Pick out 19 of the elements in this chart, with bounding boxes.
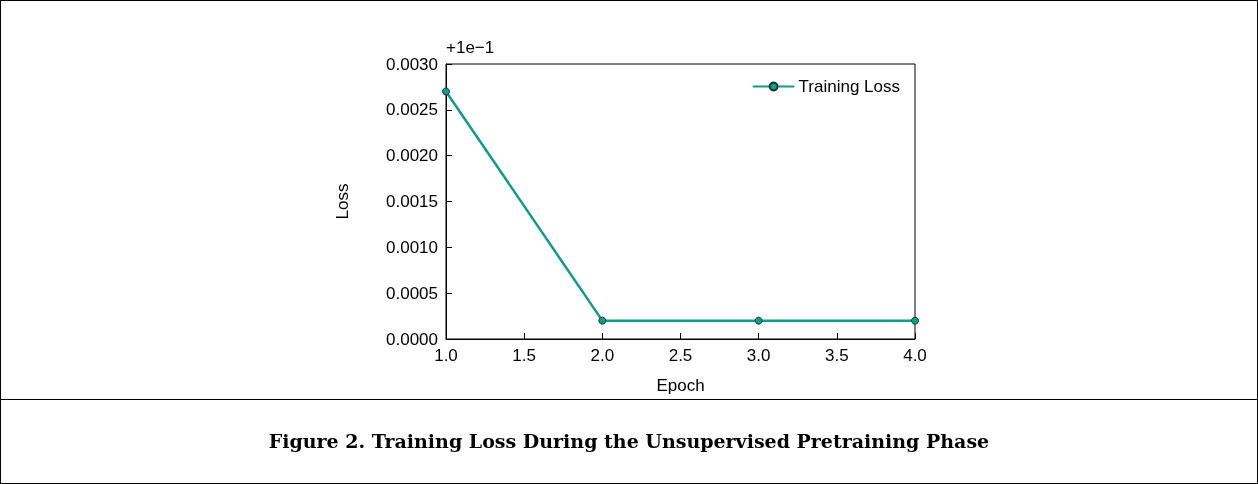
y-tick-label: 0.0015 [386, 192, 438, 211]
x-tick-label: 2.5 [668, 346, 693, 365]
y-axis-title: Loss [333, 183, 352, 220]
y-tick-label: 0.0020 [386, 146, 438, 166]
legend-label: Training Loss [798, 77, 900, 96]
y-tick-label: 0.0000 [386, 329, 438, 349]
x-tick-label: 1.5 [512, 346, 536, 365]
x-tick-label: 4.0 [903, 346, 927, 365]
y-tick-label: 0.0030 [386, 54, 438, 74]
x-tick-label: 3.0 [746, 346, 771, 365]
x-tick-label: 3.5 [825, 346, 849, 365]
text: Figure 2. Training Loss During the Unsupervised Pretraining Phase [1, 399, 1257, 482]
x-tick-label: 1.0 [434, 346, 458, 365]
y-tick-label: 0.0010 [386, 237, 438, 257]
y-tick-label: 0.0025 [386, 100, 438, 120]
x-axis-title: Epoch [656, 376, 705, 395]
y-tick-label: 0.0005 [386, 283, 438, 303]
text: +1e−1 [446, 38, 495, 57]
x-tick-label: 2.0 [590, 346, 615, 365]
